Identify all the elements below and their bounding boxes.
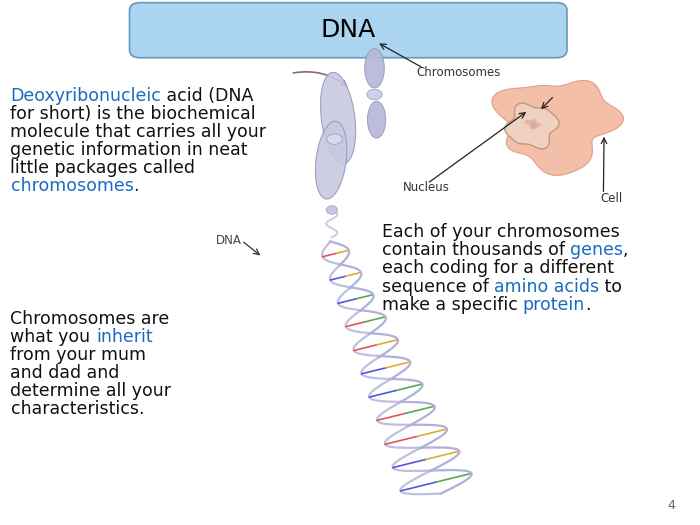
Text: Nucleus: Nucleus bbox=[402, 181, 449, 194]
Text: chromosomes: chromosomes bbox=[10, 177, 134, 195]
Circle shape bbox=[326, 206, 337, 214]
Text: 4: 4 bbox=[668, 499, 676, 512]
Text: from your mum: from your mum bbox=[10, 346, 146, 364]
Text: inherit: inherit bbox=[96, 328, 153, 346]
Text: Deoxyribonucleic: Deoxyribonucleic bbox=[10, 87, 162, 104]
Text: DNA: DNA bbox=[216, 234, 241, 247]
Text: ,: , bbox=[623, 242, 629, 259]
Text: sequence of: sequence of bbox=[382, 278, 494, 296]
Ellipse shape bbox=[531, 119, 538, 128]
Text: genetic information in neat: genetic information in neat bbox=[10, 141, 248, 159]
Text: .: . bbox=[585, 296, 591, 313]
Ellipse shape bbox=[530, 123, 541, 129]
Text: and dad and: and dad and bbox=[10, 364, 120, 382]
Text: little packages called: little packages called bbox=[10, 159, 195, 177]
Text: .: . bbox=[134, 177, 139, 195]
Text: for short) is the biochemical: for short) is the biochemical bbox=[10, 105, 256, 123]
Text: genes: genes bbox=[570, 242, 623, 259]
FancyBboxPatch shape bbox=[130, 3, 567, 58]
Text: each coding for a different: each coding for a different bbox=[382, 259, 613, 277]
Text: DNA: DNA bbox=[321, 18, 375, 43]
Text: protein: protein bbox=[523, 296, 585, 313]
Text: amino acids: amino acids bbox=[494, 278, 599, 296]
Ellipse shape bbox=[316, 121, 346, 199]
Ellipse shape bbox=[367, 89, 382, 100]
Polygon shape bbox=[492, 80, 624, 175]
Ellipse shape bbox=[368, 101, 386, 138]
Ellipse shape bbox=[321, 72, 356, 164]
Ellipse shape bbox=[524, 120, 536, 127]
Text: Cell: Cell bbox=[600, 192, 622, 205]
Ellipse shape bbox=[365, 49, 384, 88]
Text: Chromosomes are: Chromosomes are bbox=[10, 310, 169, 328]
Text: what you: what you bbox=[10, 328, 96, 346]
Text: molecule that carries all your: molecule that carries all your bbox=[10, 123, 267, 141]
Ellipse shape bbox=[327, 134, 342, 144]
Text: Each of your chromosomes: Each of your chromosomes bbox=[382, 223, 620, 241]
Polygon shape bbox=[505, 103, 559, 149]
Text: contain thousands of: contain thousands of bbox=[382, 242, 570, 259]
Text: Chromosomes: Chromosomes bbox=[416, 66, 501, 79]
Text: to: to bbox=[599, 278, 622, 296]
Text: characteristics.: characteristics. bbox=[10, 401, 144, 418]
Text: make a specific: make a specific bbox=[382, 296, 523, 313]
Text: acid (DNA: acid (DNA bbox=[162, 87, 253, 104]
Text: determine all your: determine all your bbox=[10, 382, 172, 400]
